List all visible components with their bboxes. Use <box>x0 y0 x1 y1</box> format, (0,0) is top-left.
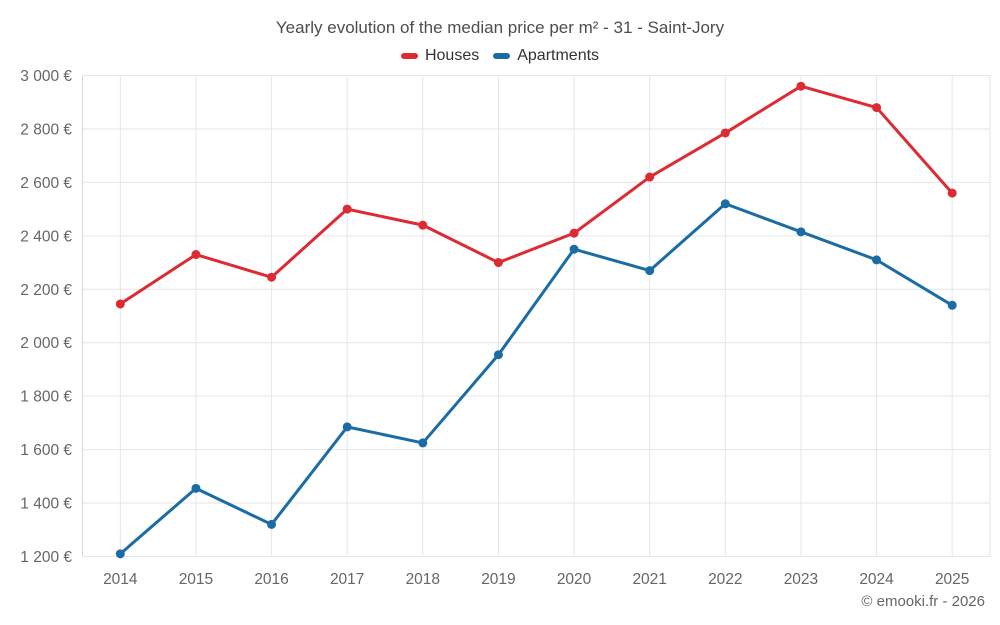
data-point-houses-2018[interactable] <box>418 220 428 230</box>
x-axis-label: 2019 <box>481 571 515 588</box>
data-point-houses-2022[interactable] <box>720 128 730 138</box>
x-axis-label: 2024 <box>859 571 894 588</box>
data-point-apartments-2019[interactable] <box>493 350 503 360</box>
legend-label-houses: Houses <box>424 47 480 64</box>
data-point-houses-2017[interactable] <box>342 204 352 214</box>
legend: Houses Apartments <box>0 47 1000 65</box>
data-point-houses-2016[interactable] <box>267 272 277 282</box>
y-axis-label: 1 800 € <box>20 389 72 406</box>
data-point-houses-2019[interactable] <box>493 258 503 268</box>
data-point-houses-2015[interactable] <box>191 250 201 260</box>
data-point-apartments-2014[interactable] <box>115 549 125 559</box>
legend-swatch-apartments-icon <box>493 53 511 59</box>
y-axis-label: 2 200 € <box>20 282 72 299</box>
data-point-apartments-2021[interactable] <box>645 266 655 276</box>
data-point-apartments-2025[interactable] <box>947 300 957 310</box>
chart-title: Yearly evolution of the median price per… <box>275 18 725 37</box>
y-axis-label: 1 200 € <box>20 549 72 566</box>
data-point-houses-2020[interactable] <box>569 228 579 238</box>
series-line-houses <box>118 84 954 306</box>
x-axis-label: 2015 <box>179 571 213 588</box>
x-axis-label: 2017 <box>330 571 364 588</box>
data-point-apartments-2015[interactable] <box>191 483 201 493</box>
data-point-apartments-2020[interactable] <box>569 244 579 254</box>
data-point-apartments-2018[interactable] <box>418 438 428 448</box>
x-axis-label: 2014 <box>103 571 138 588</box>
copyright-credit: © emooki.fr - 2026 <box>861 593 985 610</box>
data-point-apartments-2022[interactable] <box>720 199 730 209</box>
x-axis-label: 2021 <box>632 571 666 588</box>
x-axis-label: 2020 <box>557 571 592 588</box>
x-axis-label: 2018 <box>406 571 440 588</box>
data-point-houses-2024[interactable] <box>872 103 882 113</box>
data-point-apartments-2016[interactable] <box>267 519 277 529</box>
data-point-houses-2025[interactable] <box>947 188 957 198</box>
y-axis-label: 2 800 € <box>20 121 72 138</box>
data-point-houses-2021[interactable] <box>645 172 655 182</box>
legend-item-apartments[interactable]: Apartments <box>493 47 599 65</box>
series-line-apartments <box>118 202 954 556</box>
x-axis-label: 2023 <box>784 571 818 588</box>
data-point-apartments-2023[interactable] <box>796 227 806 237</box>
data-point-houses-2014[interactable] <box>115 299 125 309</box>
data-point-apartments-2017[interactable] <box>342 422 352 432</box>
legend-label-apartments: Apartments <box>517 47 600 64</box>
x-axis-label: 2022 <box>708 571 742 588</box>
x-axis-label: 2025 <box>935 571 969 588</box>
legend-item-houses[interactable]: Houses <box>400 47 480 65</box>
y-axis-label: 2 000 € <box>20 335 72 352</box>
y-axis-label: 1 600 € <box>20 442 72 459</box>
y-axis-label: 3 000 € <box>20 68 72 85</box>
data-point-houses-2023[interactable] <box>796 81 806 91</box>
y-axis-label: 2 400 € <box>20 228 72 245</box>
y-axis-label: 1 400 € <box>20 496 72 513</box>
y-axis-label: 2 600 € <box>20 175 72 192</box>
data-point-apartments-2024[interactable] <box>872 255 882 265</box>
legend-swatch-houses-icon <box>400 53 418 59</box>
x-axis-label: 2016 <box>254 571 288 588</box>
